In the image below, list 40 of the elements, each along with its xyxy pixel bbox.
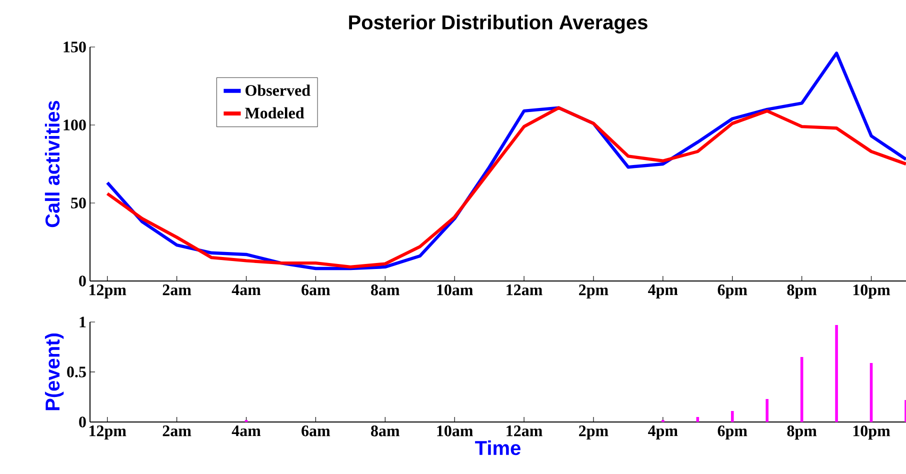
legend-label: Modeled [245,107,304,118]
x-tick-label: 2pm [579,426,608,440]
x-tick-label: 12am [506,284,542,296]
bar [766,398,768,422]
y-tick-label: 150 [64,42,86,52]
chart-title: Posterior Distribution Averages [349,14,648,34]
legend-label: Observed [246,84,310,96]
y-axis-title: Call activities [44,100,60,228]
x-tick-label: 2am [162,426,192,436]
x-tick-label: 6pm [718,284,748,299]
x-tick-label: 2pm [579,284,608,299]
y-tick-label: 1 [80,316,86,328]
x-tick-label: 10pm [853,284,890,299]
x-tick-label: 8pm [787,426,817,440]
x-tick-label: 6am [302,284,330,296]
x-tick-label: 10am [437,284,473,296]
x-tick-label: 4pm [648,426,678,440]
x-tick-label: 6am [302,426,330,436]
bar [835,324,838,422]
x-tick-label: 12pm [90,284,126,299]
x-tick-label: 10am [437,426,473,436]
x-tick-label: 6pm [718,426,748,440]
bar [730,410,734,422]
x-axis-title: Time [475,440,520,456]
x-tick-label: 12pm [90,426,126,440]
x-tick-label: 4pm [648,284,678,298]
y-axis-title: P(event) [44,334,64,410]
x-tick-label: 12am [506,426,542,436]
x-tick-label: 8am [371,426,400,436]
y-tick-label: 0.5 [67,366,86,378]
y-tick-label: 0 [79,276,86,286]
x-tick-label: 8am [371,284,400,296]
x-tick-label: 4am [232,426,261,436]
y-tick-label: 0 [79,416,86,428]
x-tick-label: 8pm [787,284,817,299]
x-tick-label: 4am [232,284,261,296]
y-tick-label: 50 [71,198,86,208]
x-tick-label: 2am [162,284,192,296]
x-tick-label: 10pm [853,426,890,440]
y-tick-label: 100 [64,120,86,130]
